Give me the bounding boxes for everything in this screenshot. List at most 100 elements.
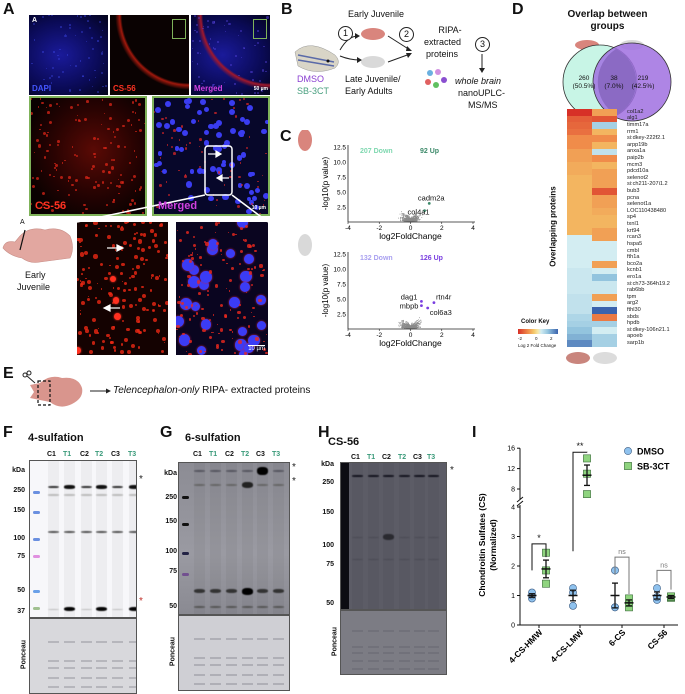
cell-spot (78, 237, 83, 242)
background-point (404, 325, 406, 327)
cell-spot (204, 241, 207, 244)
cell-spot (155, 106, 162, 114)
telencephalon-italic: Telencephalon-only (113, 385, 200, 396)
cell-spot (229, 170, 233, 173)
cell-spot (76, 154, 79, 157)
cell-spot (223, 314, 228, 318)
cell-spot (133, 175, 137, 179)
cell-spot (199, 99, 206, 105)
background-point (403, 323, 405, 325)
section-plane-letter: A (20, 219, 25, 226)
ponceau-band (64, 667, 75, 670)
cell-spot (206, 293, 209, 296)
y-axis-label: (Normalized) (488, 519, 498, 571)
cell-spot (151, 302, 156, 307)
background-point (405, 323, 407, 325)
cell-spot (222, 98, 225, 100)
background-point (414, 215, 416, 217)
cell-spot (179, 334, 191, 346)
heatmap-row-label: sbds (627, 313, 639, 320)
x-tick-label: 0 (409, 332, 413, 339)
background-point (409, 219, 411, 220)
cell-spot (115, 184, 118, 187)
background-point (403, 327, 405, 329)
cell-spot (157, 333, 160, 335)
cell-spot (111, 244, 116, 248)
cell-spot (226, 262, 228, 265)
ponceau-band (64, 676, 75, 679)
cell-spot (60, 26, 62, 28)
band-asterisk: * (139, 474, 143, 485)
cs56-zoom-image: CS-56 (29, 96, 147, 216)
lane-label: C3 (111, 451, 120, 458)
cell-spot (207, 195, 214, 202)
heatmap-row-label: hspa5 (627, 240, 643, 247)
cell-spot (64, 33, 67, 36)
cell-spot (259, 264, 263, 268)
background-point (404, 323, 406, 325)
cell-spot (122, 210, 124, 212)
cell-spot (223, 24, 225, 27)
heatmap-cell (592, 142, 617, 149)
cell-spot (216, 323, 219, 326)
lane (273, 463, 284, 614)
cell-spot (101, 29, 103, 31)
cell-spot (265, 70, 267, 73)
cell-spot (240, 183, 243, 186)
cell-spot (265, 333, 267, 335)
cell-spot (88, 27, 91, 30)
scale-bar-label: 50 µm (253, 86, 268, 92)
background-point (416, 324, 418, 326)
significance-bracket (656, 569, 672, 590)
cell-spot (177, 301, 181, 305)
band (368, 475, 379, 477)
background-point (407, 215, 409, 217)
lane (399, 463, 410, 609)
cell-spot (216, 204, 218, 207)
background-point (416, 219, 418, 220)
cell-spot (42, 191, 46, 195)
lane (242, 463, 253, 614)
cell-spot (74, 178, 78, 182)
brain-sagittal-icon (2, 228, 73, 263)
cell-spot (83, 251, 89, 256)
ladder-band (182, 551, 189, 555)
background-point (413, 215, 415, 217)
lane-label: T2 (241, 451, 250, 458)
background-point (416, 323, 418, 325)
cell-spot (218, 170, 221, 173)
cell-spot (139, 331, 143, 335)
cell-spot (33, 151, 36, 154)
band (194, 606, 205, 608)
venn-diagram (562, 40, 672, 122)
cell-spot (211, 331, 213, 334)
cell-spot (97, 227, 100, 230)
cell-spot (138, 320, 141, 324)
background-point (406, 217, 408, 219)
cell-spot (43, 78, 46, 81)
cell-spot (261, 269, 264, 272)
ponceau-band (81, 685, 92, 688)
ponceau-band (368, 651, 379, 654)
band (48, 608, 59, 610)
band (273, 589, 284, 593)
cell-spot (109, 102, 112, 106)
ponceau-band (352, 629, 363, 632)
cell-spot (219, 249, 223, 253)
cell-spot (47, 131, 50, 134)
cell-spot (92, 317, 97, 322)
ponceau-band (129, 667, 136, 670)
cell-spot (197, 76, 200, 79)
cell-spot (107, 235, 112, 240)
cell-spot (47, 111, 50, 114)
cell-spot (40, 124, 43, 127)
cs56-high-mag-image (77, 222, 168, 355)
background-point (403, 322, 404, 324)
cell-spot (230, 267, 234, 270)
ponceau-band (428, 629, 439, 632)
heatmap-cell (592, 214, 617, 222)
cell-spot (238, 262, 241, 265)
band-asterisk: * (292, 476, 296, 487)
background-point (408, 220, 410, 222)
heatmap-row-label: si:ch73-364h19.2 (627, 280, 670, 287)
